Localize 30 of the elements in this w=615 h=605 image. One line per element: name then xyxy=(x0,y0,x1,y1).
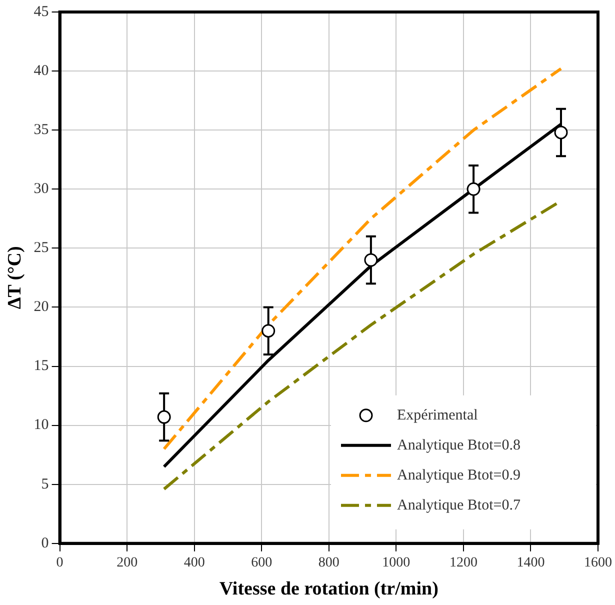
y-tick-label: 45 xyxy=(34,4,49,20)
legend-label: Expérimental xyxy=(397,407,478,424)
y-tick-label: 40 xyxy=(34,62,49,79)
y-tick-label: 30 xyxy=(34,181,49,198)
x-tick-label: 1200 xyxy=(449,555,478,570)
y-tick-label: 15 xyxy=(34,358,49,374)
legend-label: Analytique Btot=0.9 xyxy=(397,467,520,484)
legend-label: Analytique Btot=0.8 xyxy=(397,437,520,454)
x-tick-label: 1600 xyxy=(584,555,612,570)
point xyxy=(262,324,276,338)
y-axis-title: ΔT (°C) xyxy=(4,246,26,310)
point xyxy=(364,253,378,267)
point xyxy=(466,182,480,196)
x-tick-label: 1000 xyxy=(382,555,410,570)
y-tick-label: 0 xyxy=(41,535,49,552)
x-tick-label: 200 xyxy=(116,555,138,570)
x-tick-label: 400 xyxy=(184,555,205,570)
point xyxy=(554,126,568,140)
y-tick-label: 35 xyxy=(34,122,49,138)
x-tick-label: 0 xyxy=(56,555,64,570)
y-tick-label: 25 xyxy=(34,240,49,256)
point xyxy=(157,410,171,424)
x-tick-label: 1400 xyxy=(516,555,545,570)
x-tick-label: 600 xyxy=(251,555,272,570)
x-tick-label: 800 xyxy=(318,555,340,570)
x-axis-title: Vitesse de rotation (tr/min) xyxy=(219,578,438,600)
y-tick-label: 20 xyxy=(34,299,49,316)
y-tick-label: 5 xyxy=(41,476,49,492)
legend-label: Analytique Btot=0.7 xyxy=(397,497,521,514)
y-tick-label: 10 xyxy=(34,417,49,434)
